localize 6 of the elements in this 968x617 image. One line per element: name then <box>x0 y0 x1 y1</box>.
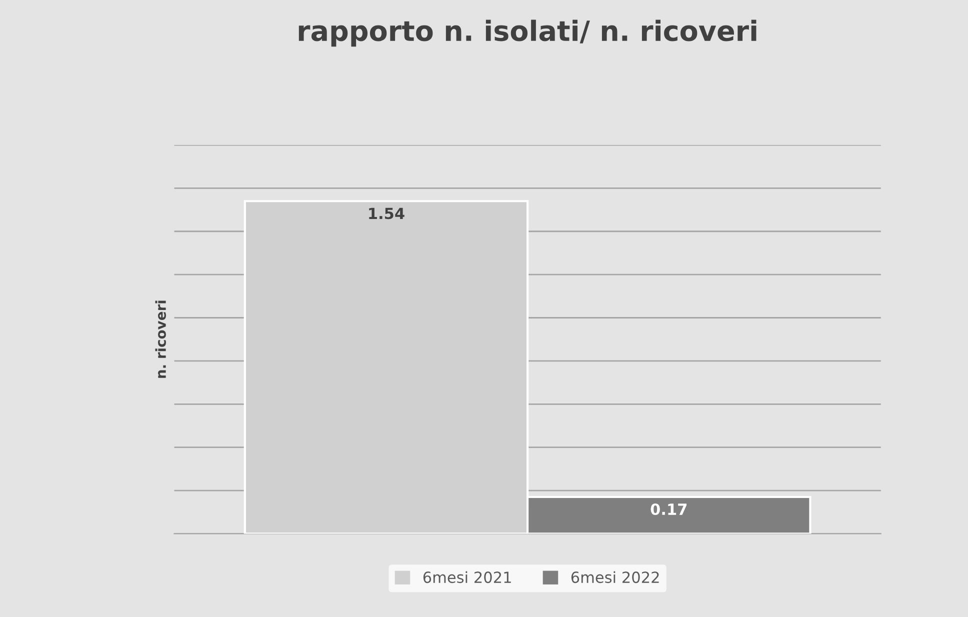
data-label: 0.17 <box>650 503 687 516</box>
data-label: 1.54 <box>369 208 404 220</box>
y-axis-title: n. ricoveri <box>155 300 166 378</box>
legend-label: 6mesi 2022 <box>571 571 659 584</box>
chart-title: rapporto n. isolati/ n. ricoveri <box>298 20 756 47</box>
legend-label: 6mesi 2021 <box>423 571 511 584</box>
